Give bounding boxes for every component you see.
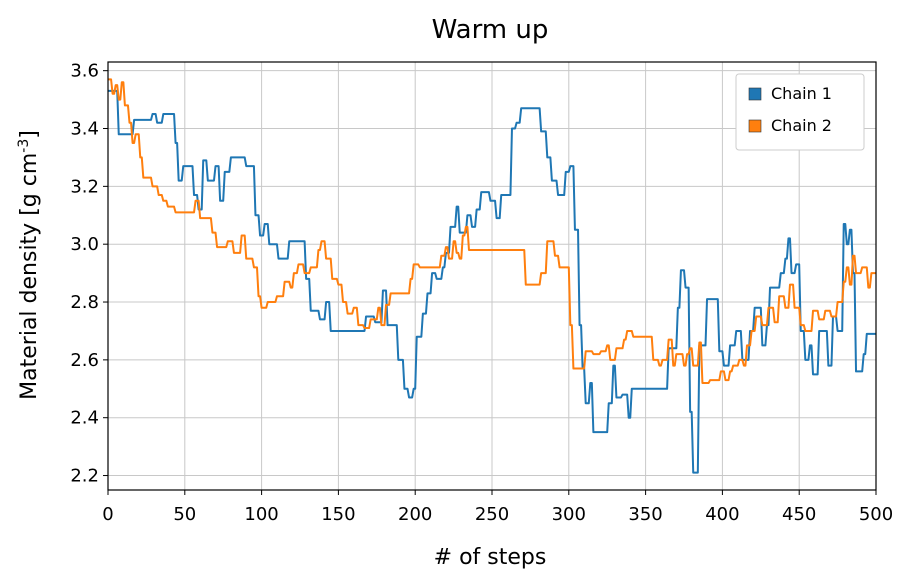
legend-label-chain-1: Chain 1 xyxy=(771,84,832,103)
y-tick-label: 2.2 xyxy=(70,466,99,487)
y-tick-label: 2.8 xyxy=(70,292,99,313)
y-ticks: 2.2 2.4 2.6 2.8 3.0 3.2 3.4 3.6 xyxy=(70,61,108,487)
chart-title: Warm up xyxy=(432,15,549,45)
x-tick-label: 150 xyxy=(321,504,355,525)
y-tick-label: 3.0 xyxy=(70,234,99,255)
y-tick-label: 3.2 xyxy=(70,176,99,197)
y-axis-label-exponent: -3 xyxy=(16,139,32,153)
y-tick-label: 3.6 xyxy=(70,61,99,82)
series-lines xyxy=(108,78,876,474)
legend-swatch-chain-2 xyxy=(748,119,762,133)
legend-box xyxy=(735,73,865,151)
x-tick-label: 50 xyxy=(173,504,196,525)
x-tick-label: 500 xyxy=(859,504,893,525)
x-tick-label: 0 xyxy=(102,504,113,525)
legend-label-chain-2: Chain 2 xyxy=(771,116,832,135)
x-tick-label: 300 xyxy=(552,504,586,525)
legend-swatch-chain-1 xyxy=(748,87,762,101)
y-tick-label: 2.4 xyxy=(70,408,99,429)
series-line-chain-1 xyxy=(108,89,876,474)
x-tick-label: 450 xyxy=(782,504,816,525)
x-tick-label: 200 xyxy=(398,504,432,525)
y-tick-label: 2.6 xyxy=(70,350,99,371)
y-tick-label: 3.4 xyxy=(70,119,99,140)
x-axis-label: # of steps xyxy=(434,545,547,570)
y-axis-label-main: Material density [g cm xyxy=(17,153,42,400)
series-line-chain-2 xyxy=(108,78,876,384)
y-axis-label-close: ] xyxy=(17,130,42,139)
x-ticks: 0 50 100 150 200 250 300 350 400 450 500 xyxy=(102,490,893,525)
x-tick-label: 100 xyxy=(244,504,278,525)
x-tick-label: 350 xyxy=(628,504,662,525)
y-axis-label: Material density [g cm-3] xyxy=(16,130,42,400)
x-tick-label: 250 xyxy=(475,504,509,525)
legend: Chain 1 Chain 2 xyxy=(735,73,865,151)
x-tick-label: 400 xyxy=(705,504,739,525)
